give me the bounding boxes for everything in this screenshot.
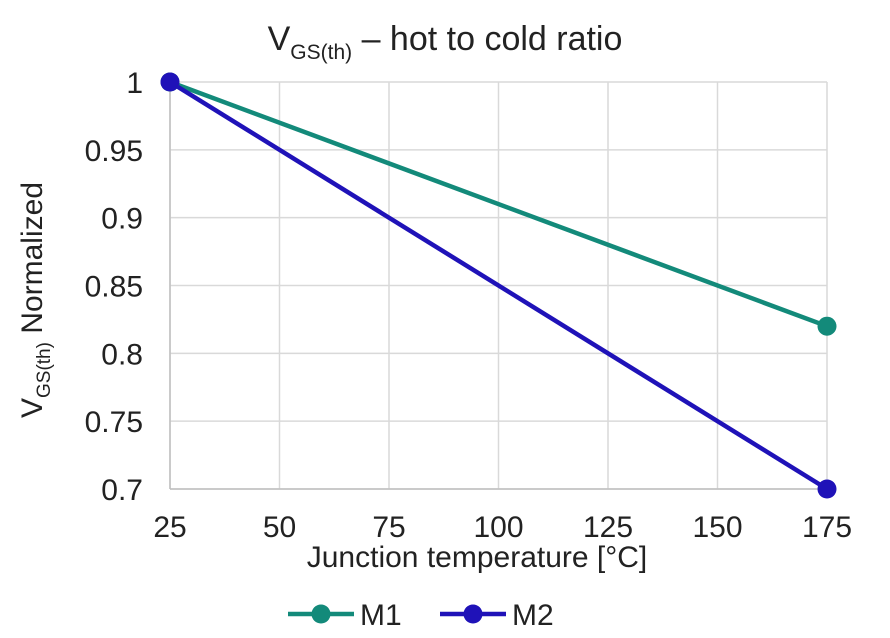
x-tick-label: 100 <box>473 511 523 544</box>
plot-series <box>160 72 837 499</box>
ylabel-rest: Normalized <box>16 182 49 342</box>
ylabel-main: V <box>16 398 49 418</box>
data-point-m2 <box>160 72 180 92</box>
legend-marker-m2 <box>463 604 483 624</box>
legend-marker-m1 <box>311 604 331 624</box>
ylabel-subscript: GS(th) <box>34 342 55 398</box>
title-rest: – hot to cold ratio <box>352 20 622 58</box>
y-tick-label: 0.85 <box>85 271 143 304</box>
legend: M1 M2 <box>288 599 554 632</box>
x-axis-label: Junction temperature [°C] <box>307 541 648 574</box>
y-tick-label: 0.8 <box>101 338 143 371</box>
series-line-m2 <box>168 80 829 491</box>
x-tick-label: 175 <box>802 511 852 544</box>
x-tick-label: 125 <box>583 511 633 544</box>
data-point-m2 <box>817 479 837 499</box>
y-tick-labels: 0.7 0.75 0.8 0.85 0.9 0.95 1 <box>85 67 143 507</box>
y-tick-label: 0.95 <box>85 135 143 168</box>
axes <box>169 82 827 490</box>
y-tick-label: 0.75 <box>85 406 143 439</box>
y-tick-label: 0.9 <box>101 203 143 236</box>
x-tick-label: 75 <box>372 511 405 544</box>
x-tick-label: 150 <box>692 511 742 544</box>
title-subscript: GS(th) <box>290 41 352 64</box>
y-tick-label: 0.7 <box>101 474 143 507</box>
chart-title: VGS(th) – hot to cold ratio <box>268 20 623 64</box>
title-main: V <box>268 20 291 58</box>
legend-label-m1: M1 <box>360 599 402 632</box>
x-tick-label: 50 <box>263 511 296 544</box>
x-tick-labels: 25 50 75 100 125 150 175 <box>153 511 852 544</box>
y-axis-label: VGS(th) Normalized <box>16 182 55 418</box>
y-tick-label: 1 <box>126 67 143 100</box>
data-point-m1 <box>817 316 837 336</box>
legend-label-m2: M2 <box>512 599 554 632</box>
series-line-m1 <box>169 79 828 329</box>
x-tick-label: 25 <box>153 511 186 544</box>
